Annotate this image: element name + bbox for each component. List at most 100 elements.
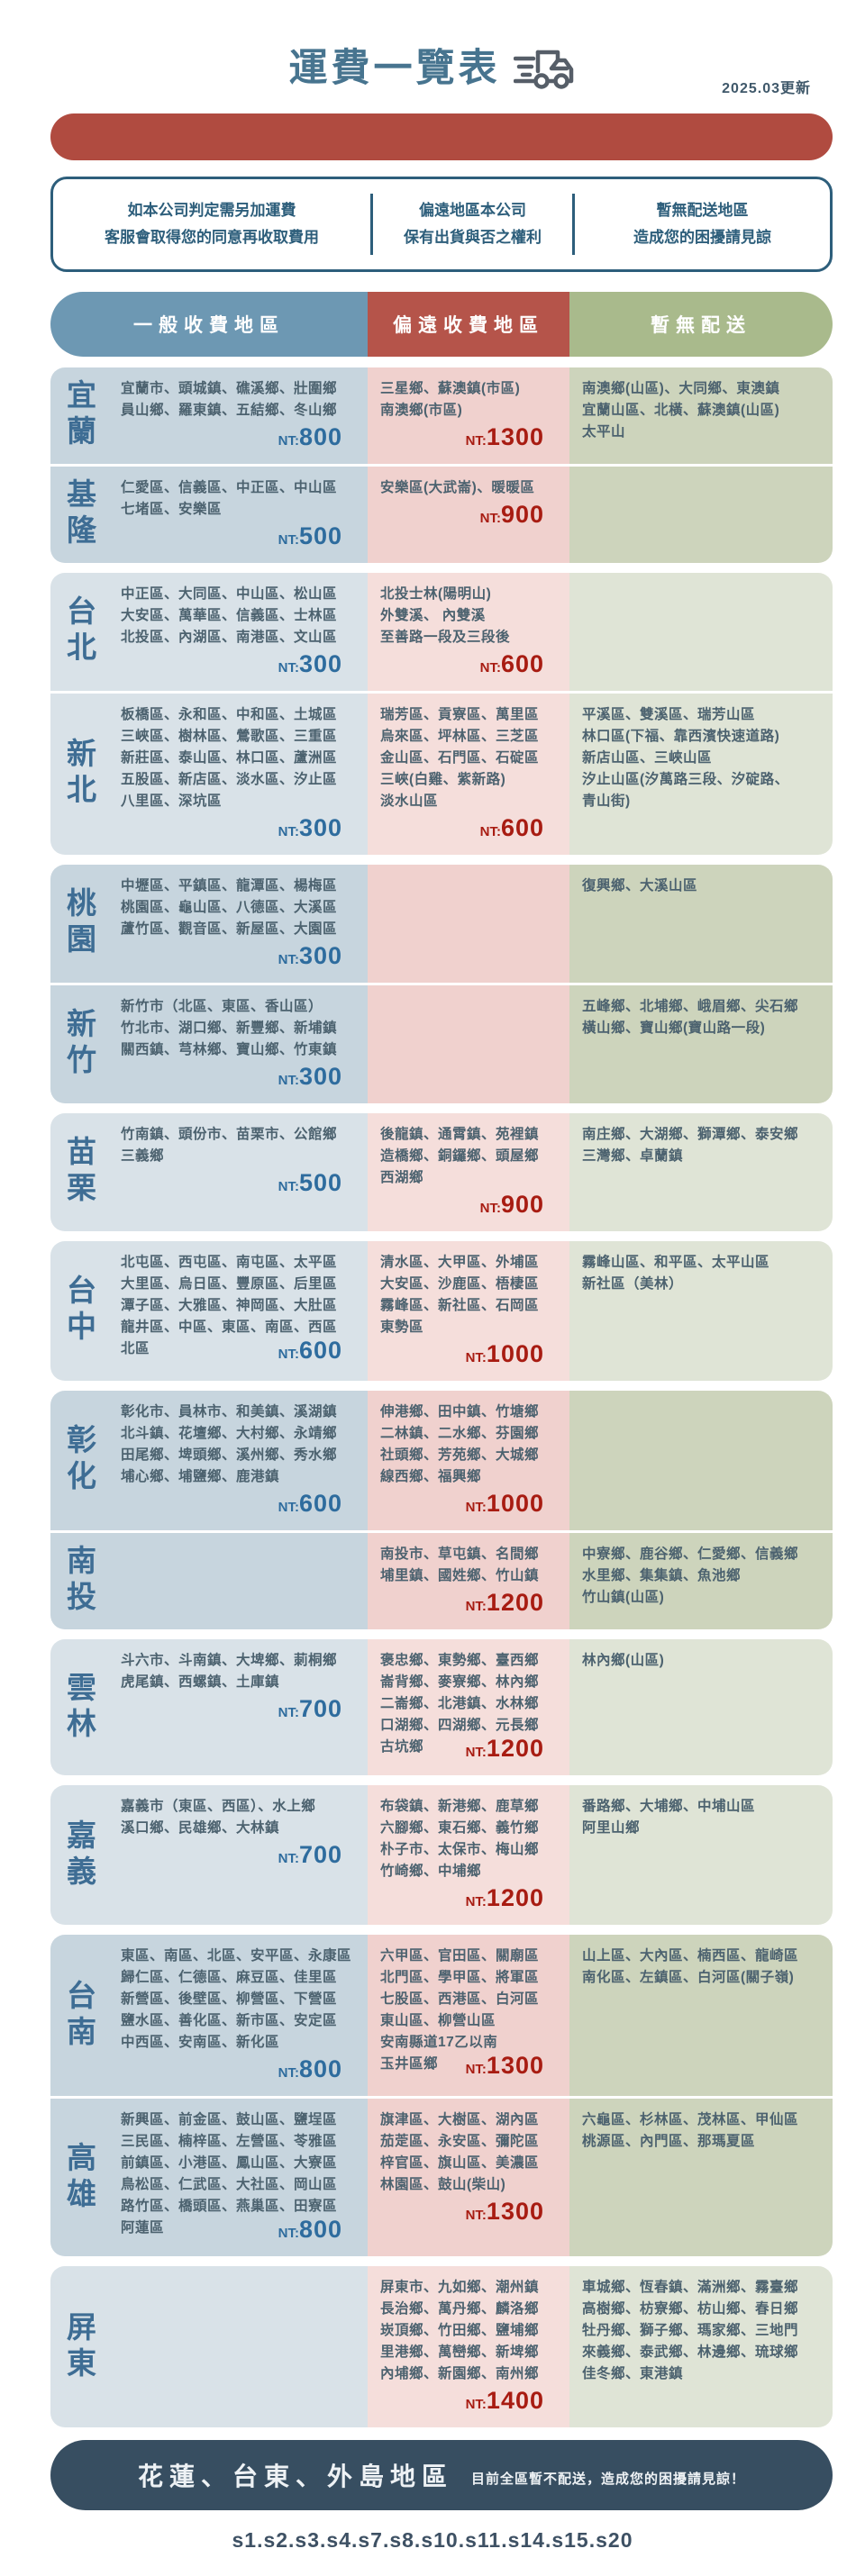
block-miaoli: 苗栗 竹南鎮、頭份市、苗栗市、公館鄉 三義鄉 NT:500 後龍鎮、通霄鎮、苑裡…: [50, 1112, 833, 1231]
block-chiayi: 嘉義 嘉義市（東區、西區）、水上鄉 溪口鄉、民雄鄉、大林鎮 NT:700 布袋鎮…: [50, 1785, 833, 1926]
general-price: NT:500: [278, 522, 342, 549]
region-label: 南投: [50, 1532, 108, 1629]
no-delivery-cell: [569, 572, 833, 691]
remote-price: NT:1400: [465, 2387, 544, 2415]
block-yilan-keelung: 宜蘭 宜蘭市、頭城鎮、礁溪鄉、壯圍鄉 員山鄉、羅東鎮、五結鄉、冬山鄉 NT:80…: [50, 367, 833, 563]
region-label: 基隆: [50, 466, 108, 563]
remote-price: NT:1000: [465, 1489, 544, 1517]
remote-cell: 南投市、草屯鎮、名間鄉 埔里鎮、國姓鄉、竹山鎮 NT:1200: [368, 1532, 569, 1629]
footer-code: s1.s2.s3.s4.s7.s8.s10.s11.s14.s15.s20: [232, 2528, 633, 2553]
block-taipei-newtaipei: 台北 中正區、大同區、中山區、松山區 大安區、萬華區、信義區、士林區 北投區、內…: [50, 572, 833, 855]
general-price: NT:600: [278, 1489, 342, 1517]
region-label: 嘉義: [50, 1785, 108, 1926]
remote-cell: [368, 984, 569, 1103]
note-extra-fee: 如本公司判定需另加運費 客服會取得您的同意再收取費用: [105, 202, 319, 246]
general-cell: 竹南鎮、頭份市、苗栗市、公館鄉 三義鄉 NT:500: [108, 1112, 368, 1231]
general-price: NT:300: [278, 649, 342, 677]
row-changhua: 彰化 彰化市、員林市、和美鎮、溪湖鎮 北斗鎮、花壇鄉、大村鄉、永靖鄉 田尾鄉、埤…: [50, 1390, 833, 1530]
block-yunlin: 雲林 斗六市、斗南鎮、大埤鄉、莿桐鄉 虎尾鎮、西螺鎮、土庫鎮 NT:700 褒忠…: [50, 1638, 833, 1776]
remote-price: NT:1300: [465, 422, 544, 450]
region-label: 新竹: [50, 984, 108, 1103]
updated-date: 2025.03更新: [722, 81, 811, 96]
row-miaoli: 苗栗 竹南鎮、頭份市、苗栗市、公館鄉 三義鄉 NT:500 後龍鎮、通霄鎮、苑裡…: [50, 1112, 833, 1231]
row-keelung: 基隆 仁愛區、信義區、中正區、中山區 七堵區、安樂區 NT:500 安樂區(大武…: [50, 463, 833, 563]
no-delivery-cell: 六龜區、杉林區、茂林區、甲仙區 桃源區、內門區、那瑪夏區: [569, 2099, 833, 2257]
row-hsinchu: 新竹 新竹市（北區、東區、香山區） 竹北市、湖口鄉、新豐鄉、新埔鎮 關西鎮、芎林…: [50, 982, 833, 1103]
remote-cell: 伸港鄉、田中鎮、竹塘鄉 二林鎮、二水鄉、芬園鄉 社頭鄉、芳苑鄉、大城鄉 線西鄉、…: [368, 1390, 569, 1530]
no-delivery-cell: 中寮鄉、鹿谷鄉、仁愛鄉、信義鄉 水里鄉、集集鎮、魚池鄉 竹山鎮(山區): [569, 1532, 833, 1629]
divider-bar: [50, 113, 833, 160]
remote-price: NT:600: [479, 649, 544, 677]
region-label: 台北: [50, 572, 108, 691]
region-label: 彰化: [50, 1390, 108, 1530]
region-label: 宜蘭: [50, 367, 108, 464]
remote-cell: 瑞芳區、貢寮區、萬里區 烏來區、坪林區、三芝區 金山區、石門區、石碇區 三峽(白…: [368, 693, 569, 855]
general-cell: 仁愛區、信義區、中正區、中山區 七堵區、安樂區 NT:500: [108, 466, 368, 563]
block-pingtung: 屏東 屏東市、九如鄉、潮州鎮 長治鄉、萬丹鄉、麟洛鄉 崁頂鄉、竹田鄉、鹽埔鄉 里…: [50, 2266, 833, 2428]
row-taoyuan: 桃園 中壢區、平鎮區、龍潭區、楊梅區 桃園區、龜山區、八德區、大溪區 蘆竹區、觀…: [50, 864, 833, 983]
general-price: NT:700: [278, 1695, 342, 1723]
note-remote-right: 偏遠地區本公司 保有出貨與否之權利: [370, 194, 572, 255]
remote-cell: 布袋鎮、新港鄉、鹿草鄉 六腳鄉、東石鄉、義竹鄉 朴子市、太保市、梅山鄉 竹崎鄉、…: [368, 1785, 569, 1926]
column-header-none: 暫無配送: [569, 291, 833, 357]
remote-price: NT:1200: [465, 1588, 544, 1616]
remote-cell: 清水區、大甲區、外埔區 大安區、沙鹿區、梧棲區 霧峰區、新社區、石岡區 東勢區 …: [368, 1240, 569, 1381]
row-taipei: 台北 中正區、大同區、中山區、松山區 大安區、萬華區、信義區、士林區 北投區、內…: [50, 572, 833, 691]
remote-cell: 後龍鎮、通霄鎮、苑裡鎮 造橋鄉、銅鑼鄉、頭屋鄉 西湖鄉 NT:900: [368, 1112, 569, 1231]
general-cell: 板橋區、永和區、中和區、土城區 三峽區、樹林區、鶯歌區、三重區 新莊區、泰山區、…: [108, 693, 368, 855]
row-taichung: 台中 北屯區、西屯區、南屯區、太平區 大里區、烏日區、豐原區、后里區 潭子區、大…: [50, 1240, 833, 1381]
header: 運費一覽表 2025.03更新: [0, 31, 865, 99]
remote-cell: 安樂區(大武崙)、暖暖區 NT:900: [368, 466, 569, 563]
row-kaohsiung: 高雄 新興區、前金區、鼓山區、鹽埕區 三民區、楠梓區、左營區、苓雅區 前鎮區、小…: [50, 2096, 833, 2257]
no-delivery-cell: 復興鄉、大溪山區: [569, 864, 833, 983]
general-cell: 彰化市、員林市、和美鎮、溪湖鎮 北斗鎮、花壇鄉、大村鄉、永靖鄉 田尾鄉、埤頭鄉、…: [108, 1390, 368, 1530]
no-delivery-cell: 南澳鄉(山區)、大同鄉、東澳鎮 宜蘭山區、北橫、蘇澳鎮(山區) 太平山: [569, 367, 833, 464]
region-label: 桃園: [50, 864, 108, 983]
remote-cell: 褒忠鄉、東勢鄉、臺西鄉 崙背鄉、麥寮鄉、林內鄉 二崙鄉、北港鎮、水林鄉 口湖鄉、…: [368, 1638, 569, 1776]
region-label: 雲林: [50, 1638, 108, 1776]
remote-cell: [368, 864, 569, 983]
notes-box: 如本公司判定需另加運費 客服會取得您的同意再收取費用 偏遠地區本公司 保有出貨與…: [50, 177, 833, 272]
general-price: NT:500: [278, 1168, 342, 1196]
region-label: 屏東: [50, 2266, 108, 2428]
no-ship-note: 目前全區暫不配送，造成您的困擾請見諒！: [471, 2471, 746, 2487]
general-cell: 新竹市（北區、東區、香山區） 竹北市、湖口鄉、新豐鄉、新埔鎮 關西鎮、芎林鄉、寶…: [108, 984, 368, 1103]
block-changhua-nantou: 彰化 彰化市、員林市、和美鎮、溪湖鎮 北斗鎮、花壇鄉、大村鄉、永靖鄉 田尾鄉、埤…: [50, 1390, 833, 1629]
truck-icon: [513, 50, 573, 89]
general-price: NT:800: [278, 2055, 342, 2083]
no-delivery-cell: 平溪區、雙溪區、瑞芳山區 林口區(下福、靠西濱快速道路) 新店山區、三峽山區 汐…: [569, 693, 833, 855]
general-cell: 中正區、大同區、中山區、松山區 大安區、萬華區、信義區、士林區 北投區、內湖區、…: [108, 572, 368, 691]
general-price: NT:800: [278, 422, 342, 450]
remote-cell: 屏東市、九如鄉、潮州鎮 長治鄉、萬丹鄉、麟洛鄉 崁頂鄉、竹田鄉、鹽埔鄉 里港鄉、…: [368, 2266, 569, 2428]
general-price: NT:300: [278, 941, 342, 969]
column-headers: 一般收費地區 偏遠收費地區 暫無配送: [50, 291, 833, 357]
row-pingtung: 屏東 屏東市、九如鄉、潮州鎮 長治鄉、萬丹鄉、麟洛鄉 崁頂鄉、竹田鄉、鹽埔鄉 里…: [50, 2266, 833, 2428]
no-delivery-cell: 山上區、大內區、楠西區、龍崎區 南化區、左鎮區、白河區(關子嶺): [569, 1935, 833, 2097]
note-no-delivery: 暫無配送地區 造成您的困擾請見諒: [572, 194, 830, 255]
remote-price: NT:1000: [465, 1339, 544, 1367]
general-cell: 斗六市、斗南鎮、大埤鄉、莿桐鄉 虎尾鎮、西螺鎮、土庫鎮 NT:700: [108, 1638, 368, 1776]
remote-cell: 北投士林(陽明山) 外雙溪、 內雙溪 至善路一段及三段後 NT:600: [368, 572, 569, 691]
no-ship-regions: 花蓮、台東、外島地區: [137, 2463, 453, 2491]
region-label: 台南: [50, 1935, 108, 2097]
remote-price: NT:1300: [465, 2052, 544, 2080]
row-chiayi: 嘉義 嘉義市（東區、西區）、水上鄉 溪口鄉、民雄鄉、大林鎮 NT:700 布袋鎮…: [50, 1785, 833, 1926]
no-delivery-cell: 南庄鄉、大湖鄉、獅潭鄉、泰安鄉 三灣鄉、卓蘭鎮: [569, 1112, 833, 1231]
general-cell: 宜蘭市、頭城鎮、礁溪鄉、壯圍鄉 員山鄉、羅東鎮、五結鄉、冬山鄉 NT:800: [108, 367, 368, 464]
general-price: NT:700: [278, 1841, 342, 1869]
row-newtaipei: 新北 板橋區、永和區、中和區、土城區 三峽區、樹林區、鶯歌區、三重區 新莊區、泰…: [50, 690, 833, 855]
region-label: 苗栗: [50, 1112, 108, 1231]
no-delivery-cell: 林內鄉(山區): [569, 1638, 833, 1776]
remote-price: NT:1200: [465, 1884, 544, 1912]
row-tainan: 台南 東區、南區、北區、安平區、永康區 歸仁區、仁德區、麻豆區、佳里區 新營區、…: [50, 1935, 833, 2097]
general-cell: 中壢區、平鎮區、龍潭區、楊梅區 桃園區、龜山區、八德區、大溪區 蘆竹區、觀音區、…: [108, 864, 368, 983]
no-delivery-cell: [569, 466, 833, 563]
no-delivery-cell: 番路鄉、大埔鄉、中埔山區 阿里山鄉: [569, 1785, 833, 1926]
no-delivery-cell: 五峰鄉、北埔鄉、峨眉鄉、尖石鄉 橫山鄉、寶山鄉(寶山路一段): [569, 984, 833, 1103]
row-yilan: 宜蘭 宜蘭市、頭城鎮、礁溪鄉、壯圍鄉 員山鄉、羅東鎮、五結鄉、冬山鄉 NT:80…: [50, 367, 833, 464]
general-cell: 北屯區、西屯區、南屯區、太平區 大里區、烏日區、豐原區、后里區 潭子區、大雅區、…: [108, 1240, 368, 1381]
region-label: 台中: [50, 1240, 108, 1381]
row-yunlin: 雲林 斗六市、斗南鎮、大埤鄉、莿桐鄉 虎尾鎮、西螺鎮、土庫鎮 NT:700 褒忠…: [50, 1638, 833, 1776]
block-taichung: 台中 北屯區、西屯區、南屯區、太平區 大里區、烏日區、豐原區、后里區 潭子區、大…: [50, 1240, 833, 1381]
block-taoyuan-hsinchu: 桃園 中壢區、平鎮區、龍潭區、楊梅區 桃園區、龜山區、八德區、大溪區 蘆竹區、觀…: [50, 864, 833, 1103]
